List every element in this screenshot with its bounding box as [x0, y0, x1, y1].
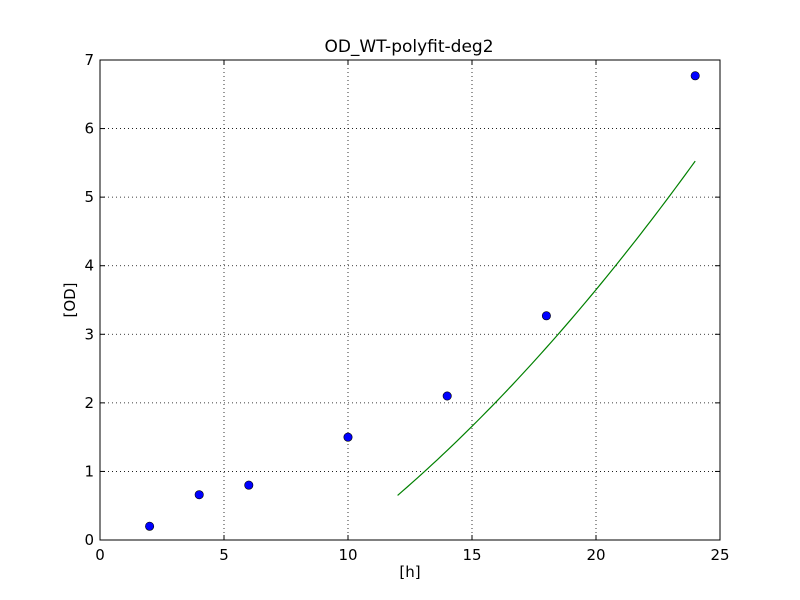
x-tick-label: 10 [338, 546, 357, 564]
x-tick-label: 15 [462, 546, 481, 564]
fit-curve [397, 160, 696, 496]
x-tick-label: 0 [95, 546, 105, 564]
x-axis-label: [h] [399, 563, 420, 581]
data-point [145, 521, 155, 531]
y-tick-label: 3 [84, 325, 94, 343]
y-tick-label: 7 [84, 51, 94, 69]
data-point [343, 432, 353, 442]
y-axis-label: [OD] [61, 282, 79, 317]
data-point [690, 71, 700, 81]
y-tick-label: 6 [84, 120, 94, 138]
y-tick-label: 0 [84, 531, 94, 549]
y-tick-label: 4 [84, 257, 94, 275]
chart-title: OD_WT-polyfit-deg2 [324, 37, 493, 57]
data-point [442, 391, 452, 401]
series [145, 71, 700, 531]
x-tick-label: 25 [710, 546, 729, 564]
data-point [541, 311, 551, 321]
x-tick-label: 20 [586, 546, 605, 564]
y-tick-label: 5 [84, 188, 94, 206]
y-tick-label: 1 [84, 462, 94, 480]
plot-area-frame [99, 59, 721, 541]
grid [99, 59, 721, 541]
data-point [244, 480, 254, 490]
data-point [194, 490, 204, 500]
x-tick-label: 5 [219, 546, 229, 564]
axis-ticks: 0 5 10 15 20 25 0 1 2 3 4 5 6 7 [84, 51, 729, 564]
y-tick-label: 2 [84, 394, 94, 412]
